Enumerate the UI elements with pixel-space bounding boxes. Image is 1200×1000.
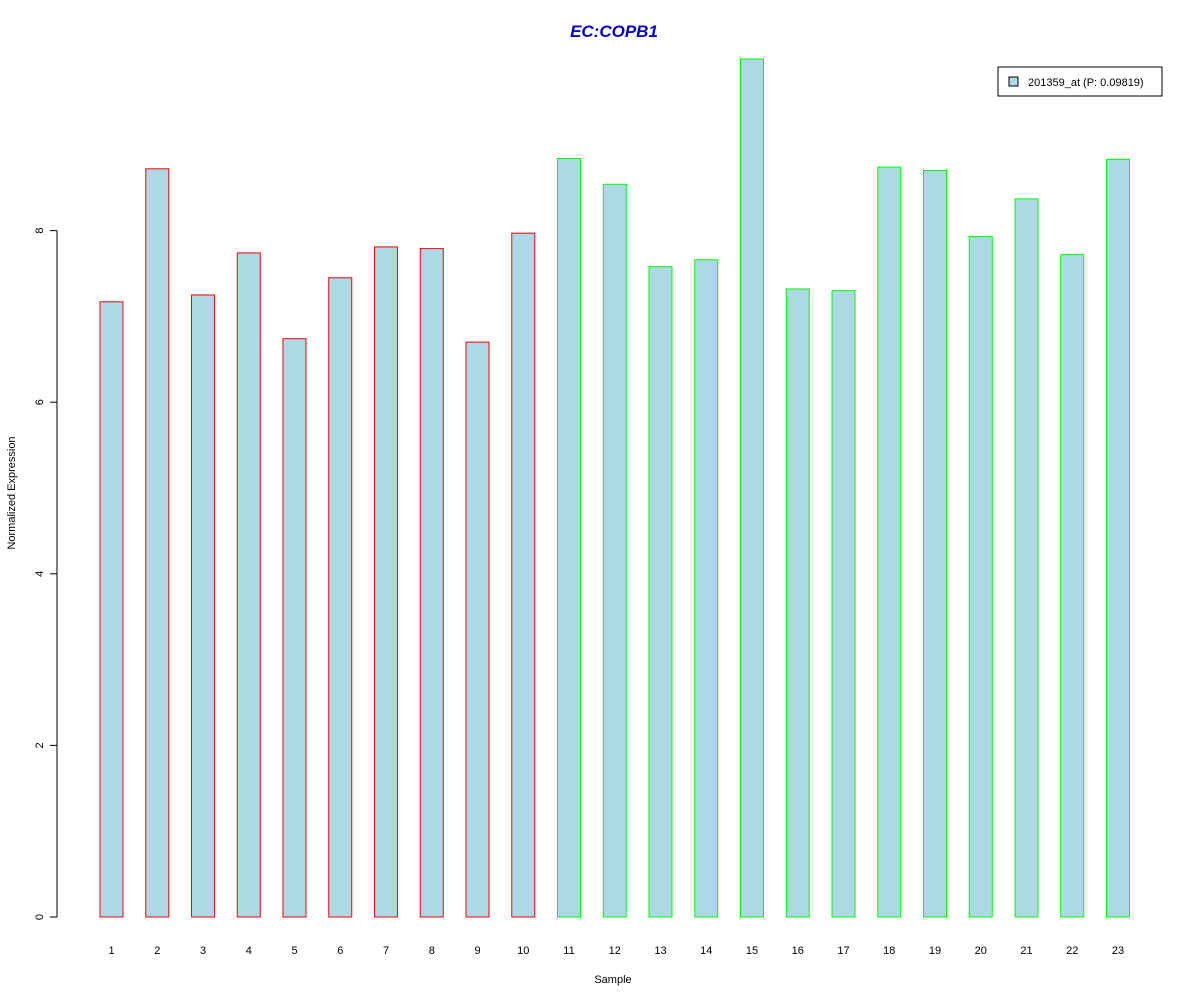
x-tick-label: 8 xyxy=(429,945,435,957)
x-tick-label: 20 xyxy=(975,945,987,957)
x-tick-label: 2 xyxy=(154,945,160,957)
bar-sample-14 xyxy=(694,259,719,918)
y-tick-label: 0 xyxy=(34,914,46,920)
bar-sample-8 xyxy=(419,248,444,918)
bar-sample-1 xyxy=(99,301,124,918)
bar-sample-7 xyxy=(374,246,398,918)
x-tick-label: 11 xyxy=(563,945,574,957)
bars-group xyxy=(99,58,1130,918)
chart-title: EC:COPB1 xyxy=(570,22,658,41)
bar-sample-15 xyxy=(740,58,764,918)
y-tick-label: 2 xyxy=(34,742,46,748)
bar-sample-13 xyxy=(648,266,673,918)
bar-sample-9 xyxy=(465,341,490,918)
y-axis-label: Normalized Expression xyxy=(6,436,18,549)
bar-sample-23 xyxy=(1106,158,1130,918)
bar-sample-21 xyxy=(1014,198,1039,918)
y-axis: 0 2 4 6 8 xyxy=(34,228,58,920)
x-tick-label: 7 xyxy=(383,945,389,957)
x-tick-label: 19 xyxy=(929,945,941,957)
x-tick-label: 13 xyxy=(654,945,666,957)
x-axis-label: Sample xyxy=(594,974,631,986)
x-tick-label: 1 xyxy=(108,945,114,957)
bar-sample-16 xyxy=(785,288,810,918)
bar-sample-3 xyxy=(191,294,215,918)
bar-sample-17 xyxy=(831,290,856,918)
x-tick-label: 16 xyxy=(792,945,804,957)
x-tick-label: 23 xyxy=(1112,945,1124,957)
x-tick-label: 4 xyxy=(246,945,252,957)
bar-sample-5 xyxy=(282,338,307,918)
bar-sample-12 xyxy=(602,183,627,918)
bar-sample-19 xyxy=(923,170,947,918)
x-tick-label: 6 xyxy=(337,945,343,957)
x-tick-label: 21 xyxy=(1020,945,1032,957)
bar-sample-2 xyxy=(145,168,170,918)
bar-sample-11 xyxy=(557,158,581,918)
legend: 201359_at (P: 0.09819) xyxy=(997,66,1163,97)
x-tick-label: 22 xyxy=(1066,945,1078,957)
legend-box xyxy=(997,66,1163,97)
x-tick-label: 12 xyxy=(609,945,621,957)
bar-sample-6 xyxy=(328,277,353,918)
bar-sample-20 xyxy=(968,236,993,918)
y-tick-label: 6 xyxy=(34,399,46,405)
bar-sample-10 xyxy=(511,232,536,918)
x-tick-labels: 1 2 3 4 5 6 7 8 9 10 11 12 13 14 15 16 17 18 19 20 21 22 23 xyxy=(108,945,1124,957)
y-tick-label: 8 xyxy=(34,228,46,234)
x-tick-label: 14 xyxy=(700,945,712,957)
x-tick-label: 17 xyxy=(837,945,849,957)
x-tick-label: 18 xyxy=(883,945,895,957)
x-tick-label: 15 xyxy=(746,945,758,957)
bar-sample-18 xyxy=(877,166,902,918)
x-tick-label: 9 xyxy=(474,945,480,957)
legend-swatch xyxy=(1008,76,1019,87)
y-tick-label: 4 xyxy=(34,571,46,577)
bar-sample-4 xyxy=(236,252,261,918)
bar-sample-22 xyxy=(1060,254,1085,918)
x-tick-label: 3 xyxy=(200,945,206,957)
legend-label: 201359_at (P: 0.09819) xyxy=(1028,77,1144,89)
x-tick-label: 5 xyxy=(291,945,297,957)
x-tick-label: 10 xyxy=(517,945,529,957)
